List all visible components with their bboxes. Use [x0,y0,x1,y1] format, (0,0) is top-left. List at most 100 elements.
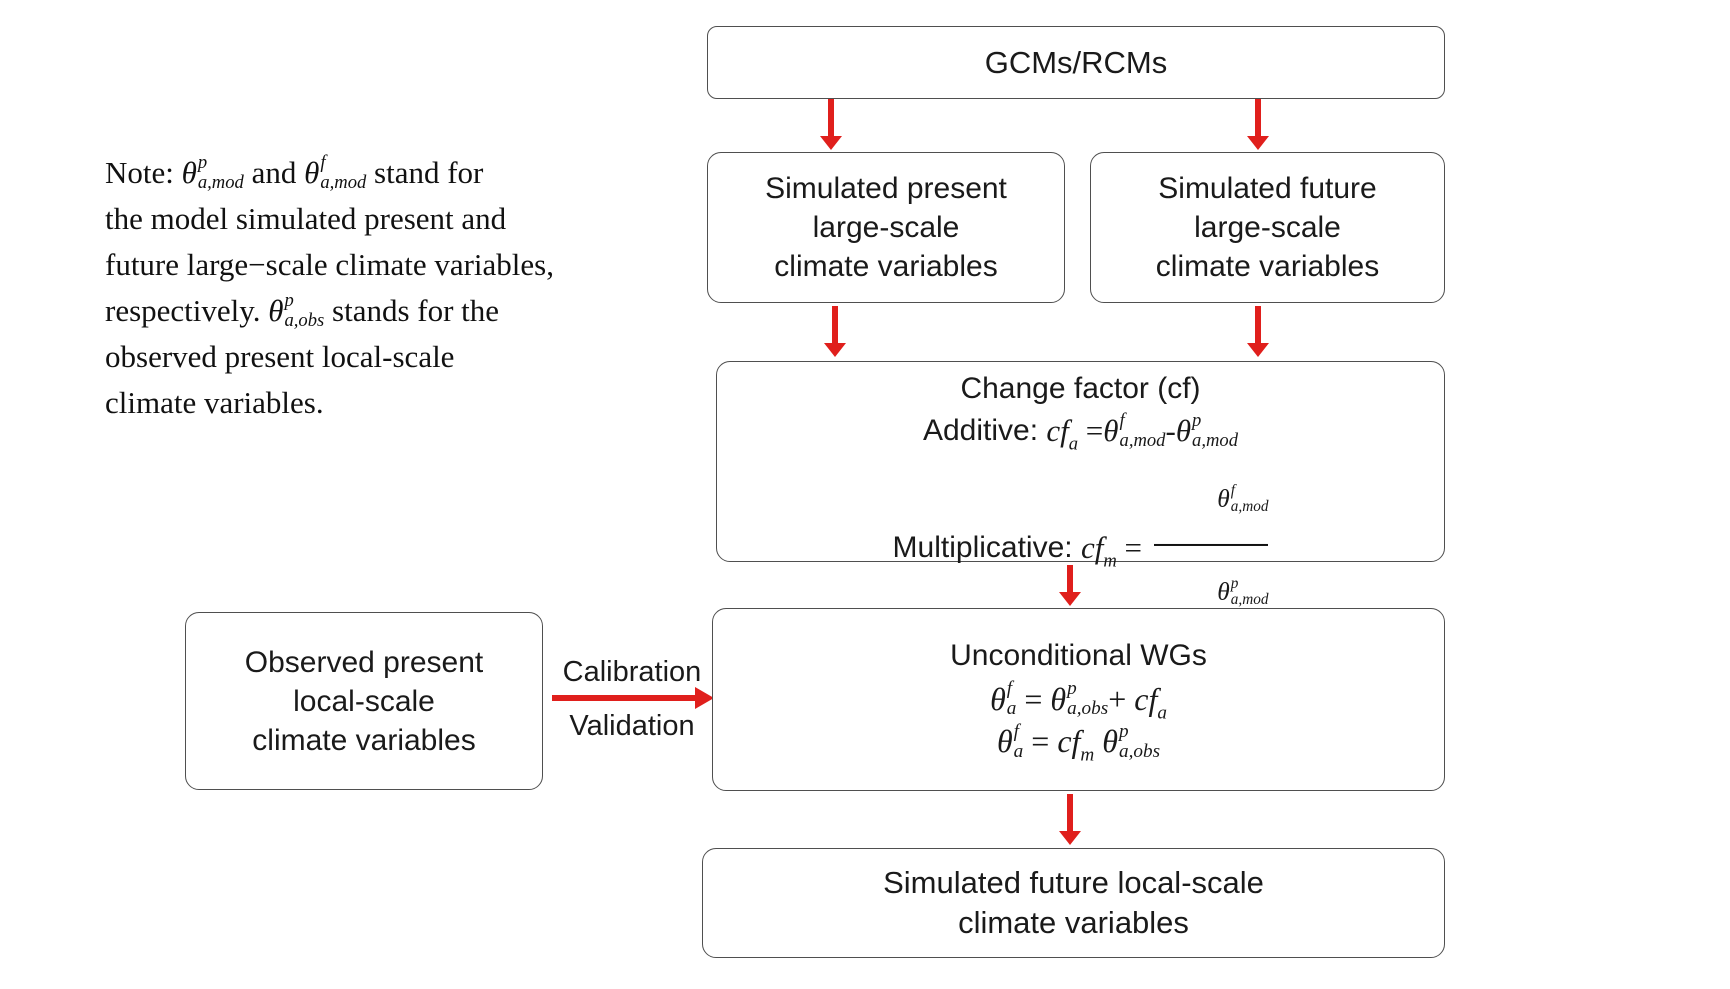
equals-sign: = [1016,680,1051,717]
note-text: stand for [366,155,484,190]
fraction-numerator: θ f a,mod [1154,454,1269,544]
wgs-equation-additive: θ f a = θ p a,obs + cf a [990,678,1167,724]
multiplicative-equation: Multiplicative: cf m = θ f a,mod [893,456,1269,639]
theta-f-a-symbol: θ f a [996,720,1024,762]
subscript: a,mod [320,172,367,193]
arrow-down-icon [828,99,834,137]
box-line: large-scale [1194,211,1341,244]
superscript: f [1006,678,1013,700]
box-line: Simulated present [765,172,1007,205]
minus-sign: - [1165,412,1176,448]
note-line-2: the model simulated present and [105,196,665,242]
superscript: p [1192,410,1202,431]
script-stack: p a,obs [284,291,324,330]
cf-a-symbol: cf a [1046,412,1079,455]
superscript: p [1118,720,1129,742]
note-line-6: climate variables. [105,380,665,426]
note-text: observed present local-scale [105,339,455,374]
theta-f-amod-symbol: θ f a,mod [1217,481,1269,515]
note-line-3: future large−scale climate variables, [105,242,665,288]
theta-p-amod-symbol: θ p a,mod [181,152,244,193]
box-line: climate variables [252,723,476,757]
script-stack: f a,mod [1120,411,1166,450]
theta-p-amod-symbol: θ p a,mod [1217,574,1269,608]
arrow-down-icon [832,306,838,344]
change-factor-title: Change factor (cf) [960,372,1201,405]
script-stack: p a,obs [1118,720,1161,762]
note-text: Note: [105,155,182,190]
box-line: Simulated future local-scale [883,865,1264,900]
box-line: climate variables [774,250,998,283]
simulated-present-box: Simulated present large-scale climate va… [707,152,1065,303]
gcms-rcms-label: GCMs/RCMs [984,44,1168,80]
fraction-denominator: θ p a,mod [1153,543,1269,637]
unconditional-wgs-box: Unconditional WGs θ f a = θ p a,obs + cf [712,608,1445,791]
note-paragraph: Note: θ p a,mod and θ f a,mod stand for … [105,150,665,426]
subscript: a,obs [284,310,325,331]
note-line-1: Note: θ p a,mod and θ f a,mod stand for [105,150,665,196]
note-text: stands for the [324,293,500,328]
box-line: large-scale [812,211,960,244]
superscript: p [284,290,294,312]
script-stack: f a,mod [320,153,366,192]
note-text: respectively. [105,293,269,328]
validation-label: Validation [569,710,695,742]
theta-p-aobs-symbol: θ p a,obs [1102,720,1161,762]
subscript: m [1080,744,1095,766]
note-text: and [243,155,305,190]
equals-sign: = [1116,529,1150,565]
arrow-down-icon [1067,794,1073,832]
simulated-future-box: Simulated future large-scale climate var… [1090,152,1445,303]
script-stack: p a,obs [1067,679,1108,719]
subscript: a,obs [1118,740,1161,762]
additive-label: Additive: [922,413,1047,447]
multiplicative-label: Multiplicative: [892,530,1081,564]
subscript: a [1006,698,1017,720]
box-line: climate variables [958,905,1189,940]
subscript: a,mod [1119,429,1166,451]
theta-p-aobs-symbol: θ p a,obs [268,290,325,331]
script-stack: p a,mod [1192,411,1238,450]
arrow-down-icon [1067,565,1073,593]
subscript: a [1157,702,1167,724]
note-line-4: respectively. θ p a,obs stands for the [105,288,665,334]
box-line: Simulated future [1158,172,1377,205]
superscript: p [1230,574,1239,592]
superscript: f [1230,481,1235,499]
box-line: Observed present [244,645,484,679]
cf-a-symbol: cf a [1134,680,1167,724]
superscript: f [1013,720,1020,742]
script-stack: f a,mod [1230,481,1269,515]
theta-f-amod-symbol: θ f a,mod [304,152,367,193]
equals-sign: = [1023,723,1058,760]
subscript: m [1103,550,1117,572]
observed-present-box: Observed present local-scale climate var… [185,612,543,790]
theta-f-amod-symbol: θ f a,mod [1103,410,1166,451]
space [1094,723,1102,760]
arrow-down-icon [1255,99,1261,137]
script-stack: f a [1013,720,1024,762]
simulated-future-local-box: Simulated future local-scale climate var… [702,848,1445,958]
calibration-label: Calibration [562,656,702,688]
superscript: f [1119,410,1125,431]
subscript: a [1013,740,1024,762]
theta-p-aobs-symbol: θ p a,obs [1050,678,1109,720]
theta-p-amod-symbol: θ p a,mod [1175,410,1239,451]
box-line: climate variables [1155,250,1380,283]
cf-m-symbol: cf m [1057,723,1095,766]
cf-m-symbol: cf m [1080,529,1117,572]
arrow-right-icon [552,695,696,701]
subscript: a,obs [1067,698,1109,720]
subscript: a,mod [1192,429,1239,451]
plus-sign: + [1108,680,1135,717]
note-text: future large−scale climate variables, [105,247,554,282]
change-factor-box: Change factor (cf) Additive: cf a = θ f … [716,361,1445,608]
superscript: p [197,152,208,174]
note-text: climate variables. [105,385,324,420]
subscript: a,mod [197,172,244,193]
script-stack: f a [1007,679,1017,719]
subscript: a [1068,433,1079,455]
wgs-equation-multiplicative: θ f a = cf m θ p a,obs [996,720,1161,766]
theta-f-a-symbol: θ f a [990,678,1017,720]
